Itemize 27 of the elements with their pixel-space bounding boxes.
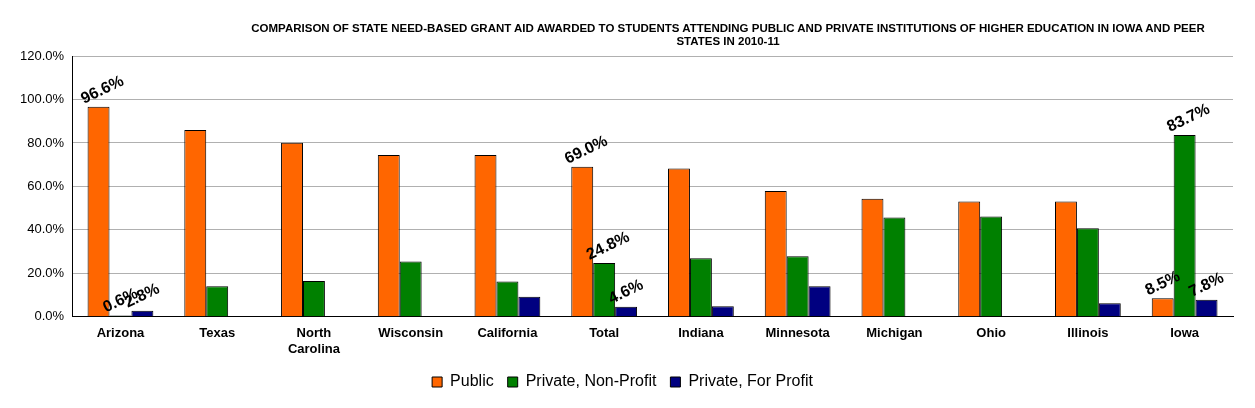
x-tick-label: Arizona xyxy=(96,325,146,341)
y-tick-label: 60.0% xyxy=(27,177,65,193)
x-tick-label: Minnesota xyxy=(765,325,831,341)
x-tick-label: Indiana xyxy=(678,325,725,341)
chart-title: COMPARISON OF STATE NEED-BASED GRANT AID AWARDED TO STUDENTS ATTENDING PUBLIC AND PRIVATE INSTITUTIONS OF HIGHER EDUCATION IN IOWA AND PEER STATES IN 2010-11 xyxy=(250,22,1206,48)
y-tick-label: 80.0% xyxy=(27,134,65,150)
legend-label: Public xyxy=(450,372,494,390)
x-tick-label: Texas xyxy=(199,325,236,341)
legend-label: Private, Non-Profit xyxy=(525,372,657,390)
legend-label: Private, For Profit xyxy=(688,372,814,390)
y-tick-label: 0.0% xyxy=(34,308,65,324)
y-tick-label: 100.0% xyxy=(20,91,65,107)
x-tick-label: North Carolina xyxy=(287,325,341,356)
data-label: 7.8% xyxy=(1185,268,1227,300)
x-tick-label: Total xyxy=(589,325,620,341)
y-tick-label: 20.0% xyxy=(27,264,65,280)
x-tick-label: California xyxy=(477,325,539,341)
data-label: 4.6% xyxy=(605,275,646,307)
x-tick-label: Ohio xyxy=(976,325,1006,341)
data-label: 8.5% xyxy=(1142,266,1183,299)
x-tick-label: Illinois xyxy=(1067,325,1109,341)
y-tick-label: 120.0% xyxy=(20,47,65,63)
y-tick-label: 40.0% xyxy=(27,221,65,237)
x-tick-label: Iowa xyxy=(1170,325,1200,341)
data-label: 69.0% xyxy=(561,131,610,167)
x-tick-label: Michigan xyxy=(866,325,923,341)
x-tick-label: Wisconsin xyxy=(378,325,444,341)
